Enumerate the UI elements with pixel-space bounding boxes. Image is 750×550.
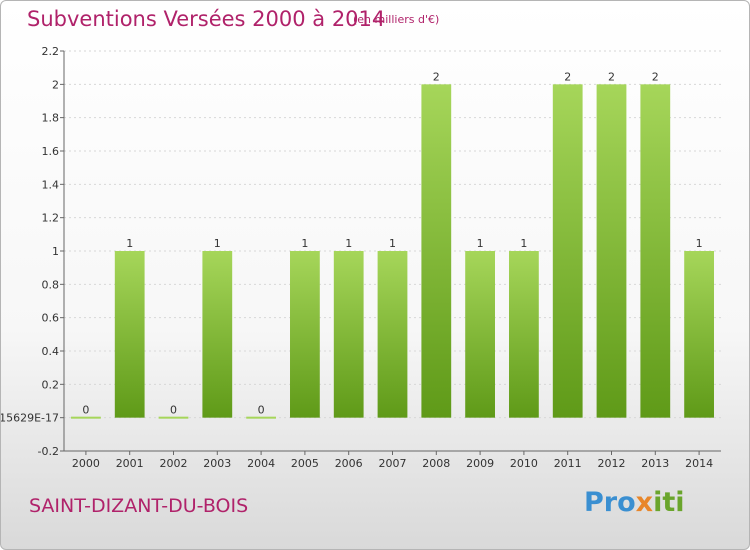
bar <box>421 84 452 418</box>
x-tick-label: 2002 <box>160 457 188 470</box>
x-tick-label: 2014 <box>685 457 713 470</box>
value-label: 2 <box>433 70 440 83</box>
logo-part-3: iti <box>653 487 685 518</box>
value-label: 1 <box>696 237 703 250</box>
x-tick-label: 2005 <box>291 457 319 470</box>
chart-title: Subventions Versées 2000 à 2014 <box>27 7 386 31</box>
y-tick-label: 0.2 <box>42 378 60 391</box>
bar <box>465 251 495 418</box>
bar <box>552 84 583 418</box>
unit-note: (en milliers d'€) <box>353 13 440 26</box>
x-tick-label: 2001 <box>116 457 144 470</box>
y-tick-label: -0.2 <box>38 445 59 458</box>
value-label: 2 <box>608 70 615 83</box>
y-tick-label: 2.2 <box>42 45 60 58</box>
value-label: 1 <box>126 237 133 250</box>
x-tick-label: 2009 <box>466 457 494 470</box>
x-tick-label: 2012 <box>598 457 626 470</box>
x-tick-label: 2011 <box>554 457 582 470</box>
bar <box>71 416 101 419</box>
value-label: 1 <box>389 237 396 250</box>
value-label: 0 <box>170 404 177 417</box>
y-tick-label: 0.6 <box>42 312 60 325</box>
proxiti-logo: Proxiti <box>584 487 685 518</box>
labels: -0.2 -15629E-17 0.2 0.4 0.6 0.8 1 1.2 1.4 1.6 1.8 2… <box>1 45 713 470</box>
y-tick-label: 0.4 <box>42 345 60 358</box>
value-label: 0 <box>258 404 265 417</box>
value-label: 0 <box>82 404 89 417</box>
value-label: 2 <box>564 70 571 83</box>
value-label: 1 <box>520 237 527 250</box>
bar <box>202 251 233 418</box>
y-tick-label: 2 <box>52 78 59 91</box>
x-tick-label: 2013 <box>641 457 669 470</box>
bar <box>158 416 189 419</box>
y-tick-label: 0.8 <box>42 278 60 291</box>
value-label: 1 <box>477 237 484 250</box>
y-tick-label: 1.6 <box>42 145 60 158</box>
value-label: 1 <box>301 237 308 250</box>
y-tick-label: -15629E-17 <box>1 412 59 425</box>
bar <box>377 251 408 418</box>
x-tick-label: 2008 <box>422 457 450 470</box>
bar <box>509 251 539 418</box>
bar <box>114 251 145 418</box>
value-label: 1 <box>214 237 221 250</box>
x-tick-label: 2003 <box>203 457 231 470</box>
x-tick-label: 2000 <box>72 457 100 470</box>
y-tick-label: 1 <box>52 245 59 258</box>
axes <box>60 50 721 455</box>
bar <box>596 84 627 418</box>
value-label: 1 <box>345 237 352 250</box>
x-tick-label: 2006 <box>335 457 363 470</box>
y-tick-label: 1.8 <box>42 112 60 125</box>
bar <box>246 416 276 419</box>
logo-part-1: Pro <box>584 487 636 518</box>
place-name: SAINT-DIZANT-DU-BOIS <box>29 495 249 517</box>
value-label: 2 <box>652 70 659 83</box>
x-tick-label: 2010 <box>510 457 538 470</box>
bar <box>290 251 320 418</box>
bars <box>71 84 714 419</box>
logo-part-2: x <box>635 487 654 518</box>
x-tick-label: 2004 <box>247 457 275 470</box>
bar <box>640 84 671 418</box>
bar <box>684 251 714 418</box>
bar <box>333 251 364 418</box>
y-tick-label: 1.2 <box>42 212 60 225</box>
x-tick-label: 2007 <box>379 457 407 470</box>
y-tick-label: 1.4 <box>42 178 60 191</box>
